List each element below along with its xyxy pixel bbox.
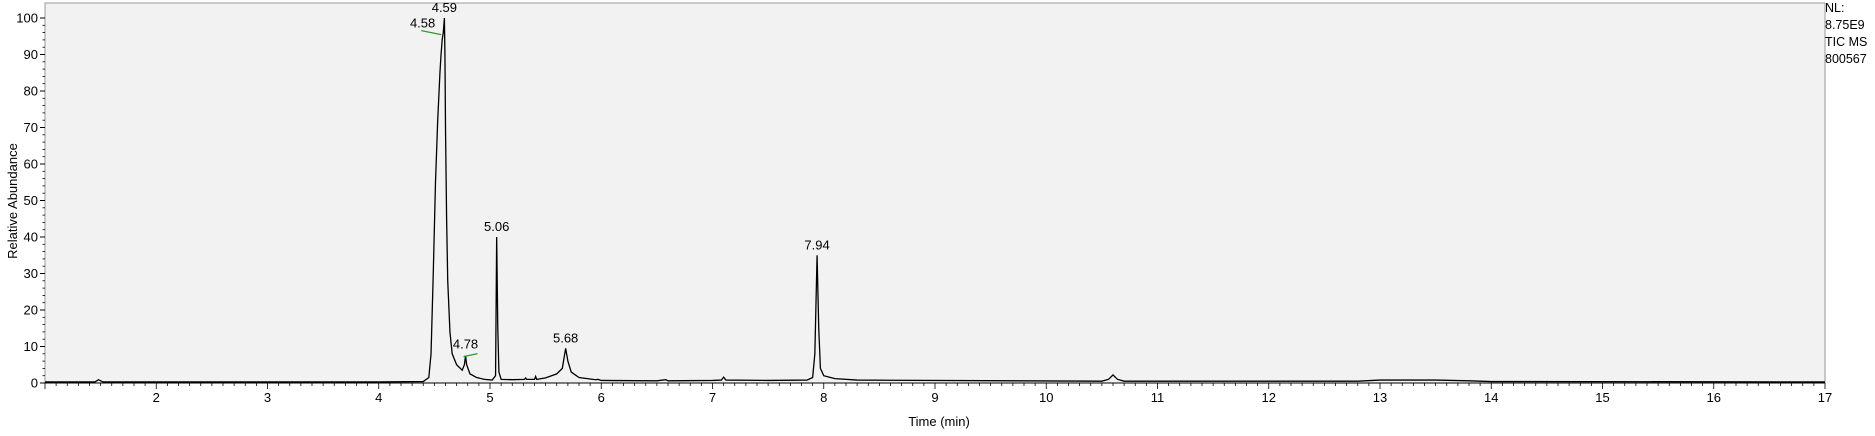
y-tick-label: 30 xyxy=(24,266,38,281)
y-axis-title: Relative Abundance xyxy=(5,143,20,259)
y-axis: 0 10 20 30 40 50 60 70 80 90 100 xyxy=(16,11,45,391)
x-tick-label: 17 xyxy=(1818,390,1832,405)
scan-filter: TIC MS xyxy=(1825,35,1868,49)
x-tick-label: 9 xyxy=(931,390,938,405)
integration-markers xyxy=(421,30,478,358)
x-tick-label: 14 xyxy=(1484,390,1498,405)
x-tick-label: 10 xyxy=(1039,390,1053,405)
peak-labels: 4.594.58 4.78 5.06 5.68 7.94 xyxy=(410,0,830,352)
x-tick-label: 5 xyxy=(486,390,493,405)
x-tick-label: 2 xyxy=(153,390,160,405)
x-tick-label: 4 xyxy=(375,390,382,405)
y-tick-label: 70 xyxy=(24,120,38,135)
y-tick-label: 80 xyxy=(24,84,38,99)
x-tick-label: 11 xyxy=(1151,390,1165,405)
peak-label: 7.94 xyxy=(804,237,829,252)
y-tick-label: 40 xyxy=(24,230,38,245)
x-tick-label: 15 xyxy=(1595,390,1609,405)
x-tick-label: 16 xyxy=(1707,390,1721,405)
y-tick-label: 60 xyxy=(24,157,38,172)
peak-label: 4.78 xyxy=(453,337,478,352)
sample-id: 800567 xyxy=(1825,52,1867,66)
y-tick-label: 100 xyxy=(16,11,38,26)
normalization-value: 8.75E9 xyxy=(1825,18,1865,32)
peak-label: 5.68 xyxy=(553,330,578,345)
x-tick-label: 7 xyxy=(709,390,716,405)
x-axis: 2 3 4 5 6 7 8 9 10 11 12 13 14 15 16 17 xyxy=(44,382,1832,405)
x-tick-label: 12 xyxy=(1262,390,1276,405)
peak-label: 5.06 xyxy=(484,219,509,234)
peak-label: 4.59 xyxy=(432,0,457,15)
peak-label: 4.58 xyxy=(410,16,435,31)
integration-marker xyxy=(421,30,442,36)
integration-marker xyxy=(463,353,478,358)
y-tick-label: 20 xyxy=(24,303,38,318)
x-tick-label: 6 xyxy=(598,390,605,405)
x-tick-label: 8 xyxy=(820,390,827,405)
tic-trace xyxy=(45,17,1826,383)
x-tick-label: 3 xyxy=(264,390,271,405)
y-tick-label: 90 xyxy=(24,47,38,62)
scan-info: NL: 8.75E9 TIC MS 800567 xyxy=(1825,0,1875,68)
normalization-label: NL: xyxy=(1825,1,1845,15)
y-tick-label: 50 xyxy=(24,193,38,208)
x-tick-label: 13 xyxy=(1373,390,1387,405)
y-tick-label: 0 xyxy=(31,376,38,391)
x-axis-title: Time (min) xyxy=(908,414,970,429)
y-tick-label: 10 xyxy=(24,339,38,354)
plot-area xyxy=(44,2,1826,384)
